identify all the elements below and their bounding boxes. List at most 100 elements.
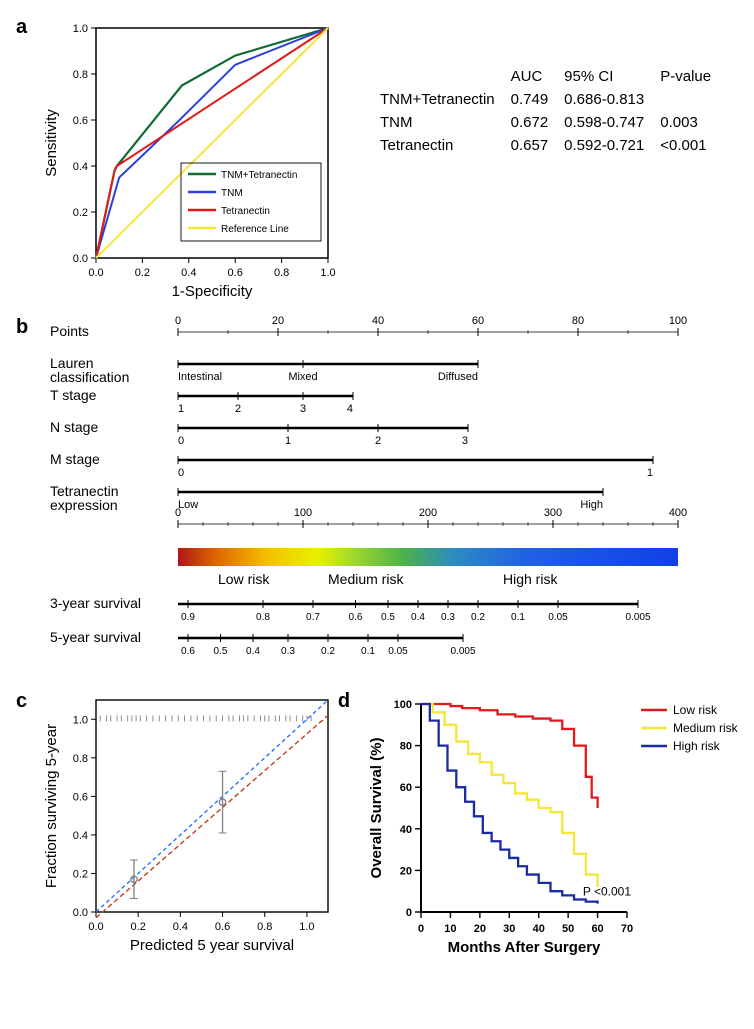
svg-text:Medium risk: Medium risk — [328, 571, 404, 587]
svg-text:1: 1 — [285, 435, 291, 447]
svg-text:40: 40 — [372, 316, 384, 327]
svg-text:TNM: TNM — [221, 188, 243, 199]
svg-text:Sensitivity: Sensitivity — [43, 109, 60, 177]
svg-text:20: 20 — [474, 923, 486, 935]
svg-text:0.3: 0.3 — [281, 646, 295, 657]
svg-text:0.6: 0.6 — [349, 612, 363, 623]
svg-text:0.0: 0.0 — [73, 253, 88, 265]
svg-text:classification: classification — [50, 369, 129, 385]
svg-text:Low risk: Low risk — [673, 703, 718, 717]
svg-text:0.005: 0.005 — [450, 646, 475, 657]
svg-text:0.4: 0.4 — [73, 161, 88, 173]
svg-text:0.4: 0.4 — [181, 267, 196, 279]
svg-text:5-year survival: 5-year survival — [50, 629, 141, 645]
svg-text:Points: Points — [50, 323, 89, 339]
svg-text:40: 40 — [533, 923, 545, 935]
svg-text:Overall Survival (%): Overall Survival (%) — [368, 738, 385, 879]
svg-text:0.05: 0.05 — [548, 612, 568, 623]
svg-text:2: 2 — [375, 435, 381, 447]
svg-text:60: 60 — [400, 782, 412, 794]
svg-text:300: 300 — [544, 507, 562, 519]
svg-text:Fraction surviving 5-year: Fraction surviving 5-year — [43, 724, 60, 888]
svg-text:Diffused: Diffused — [438, 371, 478, 383]
svg-text:High: High — [580, 499, 603, 511]
svg-text:0: 0 — [418, 923, 424, 935]
svg-text:0: 0 — [178, 435, 184, 447]
svg-text:0.2: 0.2 — [130, 921, 145, 933]
svg-text:100: 100 — [394, 699, 412, 711]
svg-text:0.9: 0.9 — [181, 612, 195, 623]
svg-text:expression: expression — [50, 497, 118, 513]
svg-text:0.3: 0.3 — [441, 612, 455, 623]
svg-text:0.8: 0.8 — [257, 921, 272, 933]
calibration-plot: 0.00.20.40.60.81.00.00.20.40.60.81.0Pred… — [38, 690, 332, 960]
svg-text:M stage: M stage — [50, 451, 100, 467]
svg-text:3: 3 — [300, 403, 306, 415]
svg-text:High risk: High risk — [673, 739, 721, 753]
svg-text:0.2: 0.2 — [135, 267, 150, 279]
svg-text:2: 2 — [235, 403, 241, 415]
svg-text:70: 70 — [621, 923, 633, 935]
svg-text:1.0: 1.0 — [320, 267, 335, 279]
svg-text:0: 0 — [406, 907, 412, 919]
svg-text:50: 50 — [562, 923, 574, 935]
survival-plot: 0 10 20 30 40 50 60 70 0 20 40 60 80 100 Months After … — [365, 690, 738, 960]
svg-text:0: 0 — [175, 316, 181, 327]
svg-text:0.1: 0.1 — [511, 612, 525, 623]
svg-text:0.2: 0.2 — [72, 868, 87, 880]
panel-d-label: d — [338, 690, 365, 713]
svg-text:0.0: 0.0 — [88, 267, 103, 279]
auc-table: AUC95% CIP-valueTNM+Tetranectin0.7490.68… — [378, 64, 727, 158]
svg-text:0.2: 0.2 — [321, 646, 335, 657]
svg-text:30: 30 — [503, 923, 515, 935]
svg-text:80: 80 — [572, 316, 584, 327]
svg-text:20: 20 — [400, 865, 412, 877]
svg-text:Intestinal: Intestinal — [178, 371, 222, 383]
svg-text:Tetranectin: Tetranectin — [221, 206, 270, 217]
panel-c-label: c — [16, 690, 38, 713]
svg-text:Reference Line: Reference Line — [221, 224, 289, 235]
roc-chart: 0.00.20.40.60.81.00.00.20.40.60.81.01-Sp… — [38, 16, 338, 306]
svg-text:100: 100 — [669, 316, 687, 327]
svg-text:0.8: 0.8 — [72, 753, 87, 765]
svg-text:0.7: 0.7 — [306, 612, 320, 623]
svg-text:3: 3 — [462, 435, 468, 447]
svg-text:0.4: 0.4 — [411, 612, 425, 623]
svg-text:High risk: High risk — [503, 571, 558, 587]
svg-text:0.2: 0.2 — [73, 207, 88, 219]
svg-text:0: 0 — [175, 507, 181, 519]
svg-text:10: 10 — [445, 923, 457, 935]
svg-text:1-Specificity: 1-Specificity — [172, 283, 253, 300]
panel-b-label: b — [16, 316, 38, 339]
svg-text:Months After Surgery: Months After Surgery — [448, 939, 601, 956]
svg-text:Mixed: Mixed — [288, 371, 317, 383]
svg-text:1: 1 — [178, 403, 184, 415]
svg-text:TNM+Tetranectin: TNM+Tetranectin — [221, 170, 297, 181]
svg-text:0.4: 0.4 — [172, 921, 187, 933]
svg-text:80: 80 — [400, 741, 412, 753]
panel-a-label: a — [16, 16, 38, 39]
svg-text:0.4: 0.4 — [246, 646, 260, 657]
svg-text:Predicted 5 year survival: Predicted 5 year survival — [129, 937, 293, 954]
svg-text:0.05: 0.05 — [388, 646, 408, 657]
svg-text:0.0: 0.0 — [88, 921, 103, 933]
svg-text:0.2: 0.2 — [471, 612, 485, 623]
svg-text:20: 20 — [272, 316, 284, 327]
svg-text:0.6: 0.6 — [181, 646, 195, 657]
svg-text:Low risk: Low risk — [218, 571, 270, 587]
svg-text:60: 60 — [592, 923, 604, 935]
svg-text:0.8: 0.8 — [256, 612, 270, 623]
svg-text:40: 40 — [400, 824, 412, 836]
svg-text:1: 1 — [647, 467, 653, 479]
svg-text:0.6: 0.6 — [73, 115, 88, 127]
nomogram: Points020406080100LaurenclassificationIn… — [38, 316, 698, 686]
svg-text:N stage: N stage — [50, 419, 98, 435]
svg-text:0.8: 0.8 — [73, 69, 88, 81]
svg-text:3-year survival: 3-year survival — [50, 595, 141, 611]
svg-text:1.0: 1.0 — [72, 714, 87, 726]
svg-text:4: 4 — [347, 403, 353, 415]
svg-text:0.5: 0.5 — [214, 646, 228, 657]
svg-text:0.6: 0.6 — [72, 791, 87, 803]
svg-text:Medium risk: Medium risk — [673, 721, 738, 735]
svg-text:0.6: 0.6 — [228, 267, 243, 279]
